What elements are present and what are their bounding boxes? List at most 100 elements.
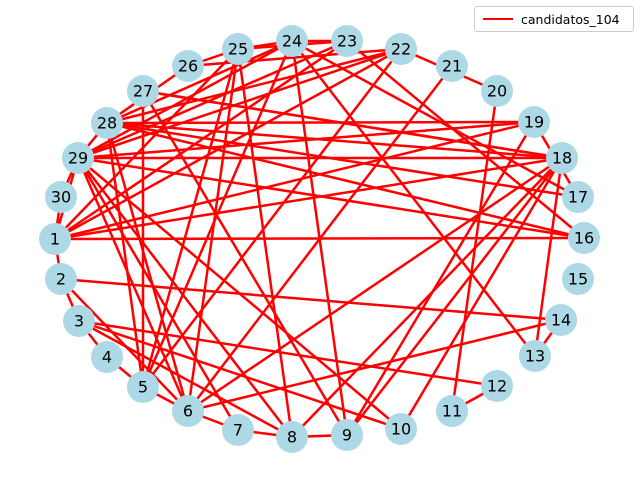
node-circle [172,50,204,82]
edge-7-29 [76,157,240,431]
edge-6-29 [76,157,190,412]
node-label: 23 [337,32,357,51]
edge-16-28 [106,121,585,240]
node-8: 8 [276,421,308,453]
node-label: 2 [56,270,66,289]
node-label: 21 [442,57,462,76]
node-5: 5 [127,371,159,403]
node-label: 5 [138,378,148,397]
node-27: 27 [127,75,159,107]
edge-8-18 [291,157,563,438]
node-label: 22 [391,40,411,59]
node-29: 29 [62,142,94,174]
node-circle [519,340,551,372]
edge-9-18 [346,157,563,436]
edge-6-25 [186,48,240,412]
node-circle [172,395,204,427]
node-4: 4 [91,341,123,373]
node-25: 25 [222,33,254,65]
node-circle [222,33,254,65]
node-label: 30 [51,188,71,207]
node-circle [45,181,77,213]
edge-10-29 [77,157,402,430]
edge-9-27 [141,90,349,436]
edge-19-29 [77,120,535,160]
node-label: 14 [551,311,571,330]
node-16: 16 [568,222,600,254]
edge-5-25 [141,48,240,388]
node-circle [39,223,71,255]
node-circle [562,181,594,213]
edge-8-25 [236,48,294,438]
edge-6-18 [187,156,563,413]
node-label: 8 [287,428,297,447]
edge-1-25 [54,48,239,240]
edge-16-23 [346,40,585,239]
node-label: 4 [102,348,112,367]
node-label: 6 [183,402,193,421]
node-label: 26 [178,57,198,76]
edges-layer [53,39,585,439]
node-30: 30 [45,181,77,213]
node-1: 1 [39,223,71,255]
edge-27-18 [142,89,563,160]
node-label: 18 [552,149,572,168]
edge-1-18 [54,156,563,241]
node-circle [436,50,468,82]
edge-9-19 [345,121,536,436]
node-circle [62,142,94,174]
node-label: 25 [228,40,248,59]
node-label: 17 [568,188,588,207]
node-11: 11 [436,395,468,427]
edge-6-14 [187,318,562,413]
node-9: 9 [331,419,363,451]
node-label: 28 [97,114,117,133]
edge-17-24 [291,39,579,199]
node-10: 10 [385,413,417,445]
legend-line-swatch [483,18,513,20]
node-21: 21 [436,50,468,82]
edge-22-26 [187,47,402,68]
node-label: 13 [525,347,545,366]
node-circle [568,222,600,254]
node-circle [91,107,123,139]
node-circle [222,414,254,446]
node-circle [127,75,159,107]
node-circle [436,395,468,427]
node-circle [562,263,594,295]
node-17: 17 [562,181,594,213]
node-circle [63,305,95,337]
node-circle [331,419,363,451]
node-2: 2 [45,263,77,295]
edge-16-1 [54,236,585,241]
node-circle [385,413,417,445]
edge-24-28 [106,39,293,125]
node-14: 14 [545,304,577,336]
node-circle [45,263,77,295]
node-circle [385,33,417,65]
node-circle [91,341,123,373]
edge-22-29 [77,47,402,160]
node-3: 3 [63,305,95,337]
edge-24-29 [77,39,293,160]
edge-16-29 [77,156,585,240]
node-label: 15 [568,270,588,289]
node-circle [518,106,550,138]
edge-8-29 [77,157,293,438]
edge-1-22 [54,47,402,241]
node-circle [276,421,308,453]
node-18: 18 [546,142,578,174]
edge-17-28 [106,121,579,199]
node-7: 7 [222,414,254,446]
node-label: 19 [524,113,544,132]
edge-3-12 [78,319,498,388]
node-15: 15 [562,263,594,295]
edge-6-28 [105,122,190,412]
node-19: 19 [518,106,550,138]
node-6: 6 [172,395,204,427]
node-22: 22 [385,33,417,65]
node-20: 20 [481,75,513,107]
node-12: 12 [481,370,513,402]
legend-label: candidatos_104 [521,11,620,27]
